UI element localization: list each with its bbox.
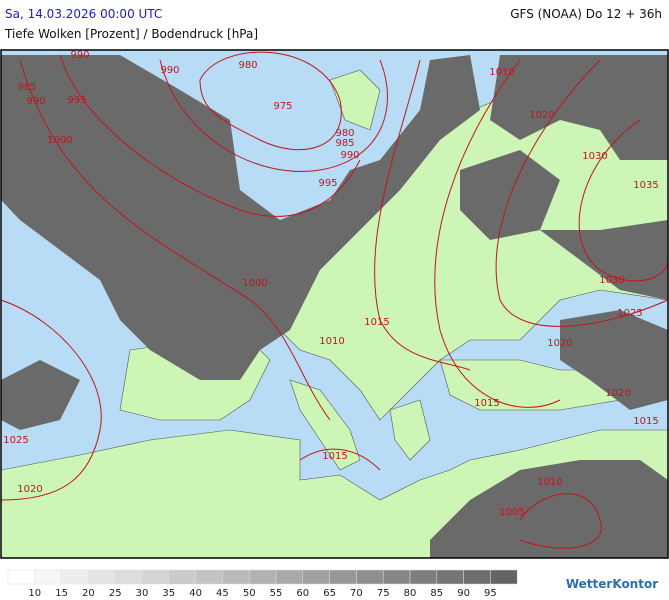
- isobar-label: 990: [160, 65, 179, 76]
- legend: 10 15 20 25 30 35 40 45 50 55 60 65 70 75 80 85 90 95: [7, 569, 518, 599]
- legend-swatch: [114, 569, 143, 585]
- legend-swatch: [195, 569, 223, 585]
- legend-tick-label: 60: [296, 588, 309, 599]
- legend-tick-label: 65: [323, 588, 336, 599]
- isobars: [0, 51, 669, 549]
- isobar: [0, 299, 102, 501]
- isobar-label: 1010: [319, 336, 344, 347]
- legend-tick-label: 15: [55, 588, 68, 599]
- legend-tick-label: 40: [189, 588, 202, 599]
- legend-tick-label: 80: [404, 588, 417, 599]
- isobar-label: 1020: [17, 484, 42, 495]
- isobar-label: 980: [238, 60, 257, 71]
- isobar-label: 1030: [582, 151, 607, 162]
- isobar-label: 990: [70, 50, 89, 61]
- isobar-label: 1030: [599, 275, 624, 286]
- isobar-label: 985: [17, 82, 36, 93]
- legend-tick-label: 10: [28, 588, 41, 599]
- isobar: [159, 59, 388, 172]
- legend-swatch: [88, 569, 116, 585]
- legend-tick-label: 50: [243, 588, 256, 599]
- legend-swatch: [168, 569, 196, 585]
- legend-tick-label: 35: [162, 588, 175, 599]
- legend-tick-label: 30: [136, 588, 149, 599]
- isobar-label: 1025: [3, 435, 28, 446]
- legend-swatch: [275, 569, 304, 585]
- date-title: Sa, 14.03.2026 00:00 UTC: [5, 7, 162, 21]
- legend-tick-label: 90: [457, 588, 470, 599]
- legend-swatch: [329, 569, 357, 585]
- isobar-label: 1000: [242, 278, 267, 289]
- legend-tick-label: 70: [350, 588, 363, 599]
- legend-tick-label: 85: [430, 588, 443, 599]
- isobar-label: 990: [26, 96, 45, 107]
- isobar: [19, 59, 331, 421]
- isobar: [434, 59, 561, 408]
- isobar-label: 1015: [322, 451, 347, 462]
- legend-swatch: [436, 569, 464, 585]
- isobar-label: 1035: [633, 180, 658, 191]
- legend-swatch: [61, 569, 89, 585]
- legend-swatch: [222, 569, 250, 585]
- brand-logo: WetterKontor: [566, 577, 658, 591]
- isobar-label: 1015: [633, 416, 658, 427]
- model-title: GFS (NOAA) Do 12 + 36h: [510, 7, 662, 21]
- legend-swatch: [463, 569, 491, 585]
- legend-tick-label: 95: [484, 588, 497, 599]
- subtitle: Tiefe Wolken [Prozent] / Bodendruck [hPa…: [4, 27, 258, 41]
- isobar-label: 995: [318, 178, 337, 189]
- legend-tick-label: 25: [109, 588, 122, 599]
- legend-tick-label: 20: [82, 588, 95, 599]
- legend-swatch: [141, 569, 170, 585]
- isobar-label: 995: [67, 95, 86, 106]
- legend-tick-label: 45: [216, 588, 229, 599]
- isobar-label: 1025: [617, 308, 642, 319]
- isobar-label: 985: [335, 138, 354, 149]
- isobar-label: 1020: [529, 110, 554, 121]
- isobar-label: 1015: [364, 317, 389, 328]
- isobar-label: 990: [340, 150, 359, 161]
- legend-swatch: [382, 569, 411, 585]
- isobar: [299, 448, 381, 471]
- isobar-label: 1000: [47, 135, 72, 146]
- map-frame: [0, 49, 669, 559]
- isobar-label: 1020: [547, 338, 572, 349]
- legend-swatch: [248, 569, 277, 585]
- legend-swatch: [34, 569, 62, 585]
- legend-swatch: [7, 569, 36, 585]
- isobar-label: 1020: [605, 388, 630, 399]
- isobar: [374, 59, 471, 371]
- legend-swatch: [356, 569, 384, 585]
- isobar: [519, 493, 602, 549]
- isobar-label: 1010: [537, 477, 562, 488]
- legend-tick-label: 55: [270, 588, 283, 599]
- isobar: [59, 54, 361, 217]
- isobar-label: 1005: [499, 507, 524, 518]
- isobar-label: 975: [273, 101, 292, 112]
- isobar-label: 980: [335, 128, 354, 139]
- legend-swatch: [302, 569, 330, 585]
- isobar: [578, 119, 669, 282]
- legend-swatch: [409, 569, 438, 585]
- isobar-label: 1010: [489, 67, 514, 78]
- cloud-cover: [1, 55, 668, 558]
- isobar: [495, 59, 669, 327]
- isobar-label: 1015: [474, 398, 499, 409]
- legend-tick-label: 75: [377, 588, 390, 599]
- legend-swatch: [490, 569, 518, 585]
- isobar: [199, 51, 342, 151]
